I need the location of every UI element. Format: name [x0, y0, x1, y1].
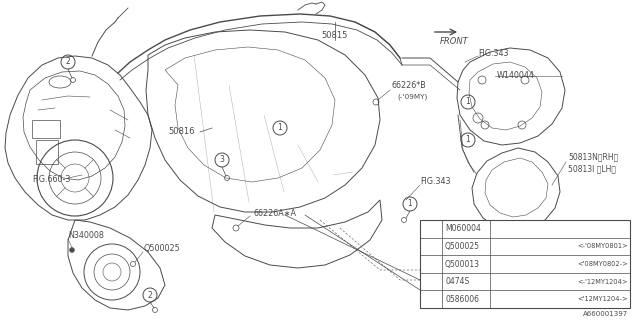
Text: W140044: W140044 — [497, 71, 535, 81]
Text: 50816: 50816 — [168, 127, 195, 137]
Text: Q500013: Q500013 — [445, 260, 480, 268]
Text: M060004: M060004 — [445, 224, 481, 233]
Text: <-'08MY0801>: <-'08MY0801> — [577, 244, 628, 249]
Text: 0586006: 0586006 — [445, 295, 479, 304]
Text: 66226*B: 66226*B — [392, 81, 427, 90]
Text: 2: 2 — [429, 244, 433, 249]
Text: FIG.343: FIG.343 — [420, 178, 451, 187]
Text: 50813N〈RH〉: 50813N〈RH〉 — [568, 153, 618, 162]
Text: 2: 2 — [66, 58, 70, 67]
Text: 0474S: 0474S — [445, 277, 469, 286]
Text: Q500025: Q500025 — [143, 244, 180, 253]
Text: FRONT: FRONT — [440, 37, 468, 46]
Text: A660001397: A660001397 — [583, 311, 628, 317]
Text: FIG.343: FIG.343 — [478, 49, 509, 58]
Text: 50815: 50815 — [322, 30, 348, 39]
Text: <-'12MY1204>: <-'12MY1204> — [577, 279, 628, 284]
Text: 50813I 〈LH〉: 50813I 〈LH〉 — [568, 164, 616, 173]
Text: <'08MY0802->: <'08MY0802-> — [577, 261, 628, 267]
Text: 2: 2 — [148, 291, 152, 300]
Text: 1: 1 — [278, 124, 282, 132]
Text: Q500025: Q500025 — [445, 242, 480, 251]
Text: 66226A∗A: 66226A∗A — [253, 209, 296, 218]
Circle shape — [70, 247, 74, 252]
Text: 1: 1 — [466, 98, 470, 107]
Text: <'12MY1204->: <'12MY1204-> — [577, 296, 628, 302]
Bar — [32, 120, 60, 138]
Text: N340008: N340008 — [68, 231, 104, 241]
Text: 3: 3 — [220, 156, 225, 164]
Text: 3: 3 — [429, 279, 433, 284]
Text: FIG.660-3: FIG.660-3 — [32, 175, 70, 185]
Bar — [420, 220, 630, 308]
Text: 1: 1 — [466, 135, 470, 145]
Text: (-'09MY): (-'09MY) — [397, 94, 428, 100]
Text: 1: 1 — [408, 199, 412, 209]
Bar — [36, 140, 58, 164]
Text: 1: 1 — [429, 226, 433, 232]
